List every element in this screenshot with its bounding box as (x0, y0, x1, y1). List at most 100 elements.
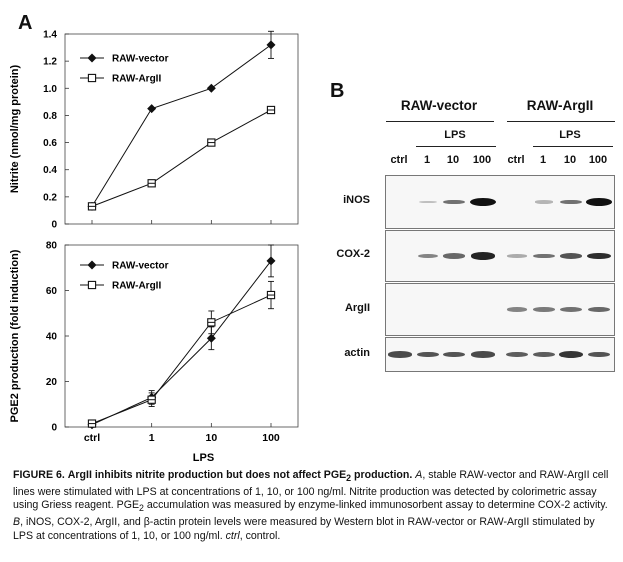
blot-band (418, 200, 438, 204)
caption-title: ArgII inhibits nitrite production but do… (67, 469, 347, 481)
blot-band (587, 351, 611, 358)
lps-rule-argII (533, 146, 613, 147)
data-point-vector (147, 104, 157, 114)
blot-strip (385, 175, 615, 229)
blot-band (560, 307, 582, 312)
blot-strip (385, 283, 615, 336)
blot-row-label: ArgII (344, 301, 370, 314)
y-tick-label: 0 (51, 423, 57, 434)
blot-band (533, 307, 555, 312)
blot-band (586, 252, 612, 260)
blot-band (470, 198, 496, 206)
y-tick-label: 80 (46, 241, 58, 252)
y-tick-label: 0.4 (43, 165, 57, 176)
x-tick-label: ctrl (84, 432, 100, 444)
blot-band (470, 252, 496, 260)
blot-strip (385, 337, 615, 372)
lps-label-argII: LPS (559, 129, 581, 141)
pge2-chart: 0 20 40 60 80 ctrl 1 10 100 LPS PGE2 production (f… (9, 241, 299, 464)
blot-band (588, 306, 610, 313)
legend-marker-argII (87, 73, 97, 83)
blot-band (586, 198, 612, 206)
data-point-vector (206, 333, 216, 343)
x-axis-label: LPS (193, 452, 214, 464)
y-tick-label: 0.6 (43, 138, 57, 149)
caption-a-text: , stable RAW-vector and RAW-ArgII cell l… (13, 469, 609, 512)
blot-band (532, 351, 556, 358)
data-point-vector (266, 256, 276, 266)
blot-band (559, 351, 583, 358)
series-line-argII (91, 294, 272, 425)
caption-label: FIGURE 6. (13, 469, 65, 481)
group-vector-rule (386, 121, 494, 122)
lane-label: 1 (423, 154, 431, 166)
caption-b-text: , iNOS, COX-2, ArgII, and β-actin protei… (13, 516, 595, 542)
panel-a-letter: A (18, 12, 33, 34)
blot-band (471, 351, 495, 358)
lane-label: 10 (446, 154, 460, 166)
blot-band (388, 351, 412, 358)
nitrite-chart: 0 0.2 0.4 0.6 0.8 1.0 1.2 1.4 Nitrite (nmol/mg p… (9, 30, 299, 231)
blot-row-label: actin (344, 346, 370, 359)
x-tick-label: 100 (262, 432, 280, 444)
y-tick-label: 0.8 (43, 111, 57, 122)
caption-ctrl-word: ctrl (225, 529, 240, 542)
figure-caption: FIGURE 6. ArgII inhibits nitrite product… (13, 469, 609, 543)
lane-label: 10 (563, 154, 577, 166)
blot-band (507, 254, 527, 258)
legend-label-vector: RAW-vector (112, 54, 169, 65)
y-tick-label: 1.2 (43, 57, 57, 68)
lane-label: ctrl (507, 154, 525, 166)
caption-b-letter: B (13, 516, 21, 528)
blot-band (443, 253, 465, 259)
caption-a-letter: A (415, 469, 423, 481)
series-line-vector (91, 44, 272, 207)
plot-frame (64, 244, 299, 428)
legend-label-argII: RAW-ArgII (112, 74, 161, 85)
legend-marker-vector (87, 53, 97, 63)
caption-a-text2: accumulation was measured by enzyme-link… (143, 499, 608, 512)
caption-ctrl-text: , control. (239, 529, 281, 542)
blot-row-label: COX-2 (336, 248, 370, 260)
legend-marker-argII (87, 280, 97, 290)
blot-band (442, 351, 466, 358)
lane-label: 100 (472, 154, 492, 166)
y-tick-label: 0.2 (43, 192, 57, 203)
legend-marker-vector (87, 260, 97, 270)
blot-band (534, 200, 554, 204)
x-tick-label: 1 (149, 432, 155, 444)
blot-band (417, 253, 439, 259)
lane-label: 100 (588, 154, 608, 166)
lane-label: 1 (539, 154, 547, 166)
y-axis-label: PGE2 production (fold induction) (9, 249, 21, 422)
y-axis-label: Nitrite (nmol/mg protein) (9, 65, 21, 194)
legend-label-vector: RAW-vector (112, 261, 169, 272)
blot-band (416, 351, 440, 358)
data-point-vector (266, 40, 276, 50)
y-tick-label: 20 (46, 377, 58, 388)
group-vector-header: RAW-vector (400, 98, 478, 113)
series-line-argII (91, 109, 272, 207)
lps-label-vector: LPS (444, 129, 466, 141)
lps-rule-vector (416, 146, 496, 147)
lane-label: ctrl (390, 154, 408, 166)
legend-label-argII: RAW-ArgII (112, 281, 161, 292)
blot-band (505, 351, 529, 358)
group-argII-header: RAW-ArgII (526, 98, 594, 113)
caption-a-sub: 2 (139, 503, 144, 514)
y-tick-label: 0 (51, 220, 57, 231)
plot-frame (64, 33, 299, 225)
y-tick-label: 40 (46, 332, 58, 343)
blot-strip (385, 230, 615, 282)
blot-band (506, 307, 528, 312)
blot-row-label: iNOS (343, 194, 370, 206)
group-argII-rule (507, 121, 615, 122)
blot-band (443, 199, 465, 205)
y-tick-label: 1.0 (43, 84, 57, 95)
x-tick-label: 10 (205, 432, 217, 444)
blot-band (559, 253, 583, 259)
data-point-vector (206, 83, 216, 93)
panel-b-letter: B (330, 80, 345, 102)
blot-band (560, 199, 582, 205)
blot-band (533, 253, 555, 259)
